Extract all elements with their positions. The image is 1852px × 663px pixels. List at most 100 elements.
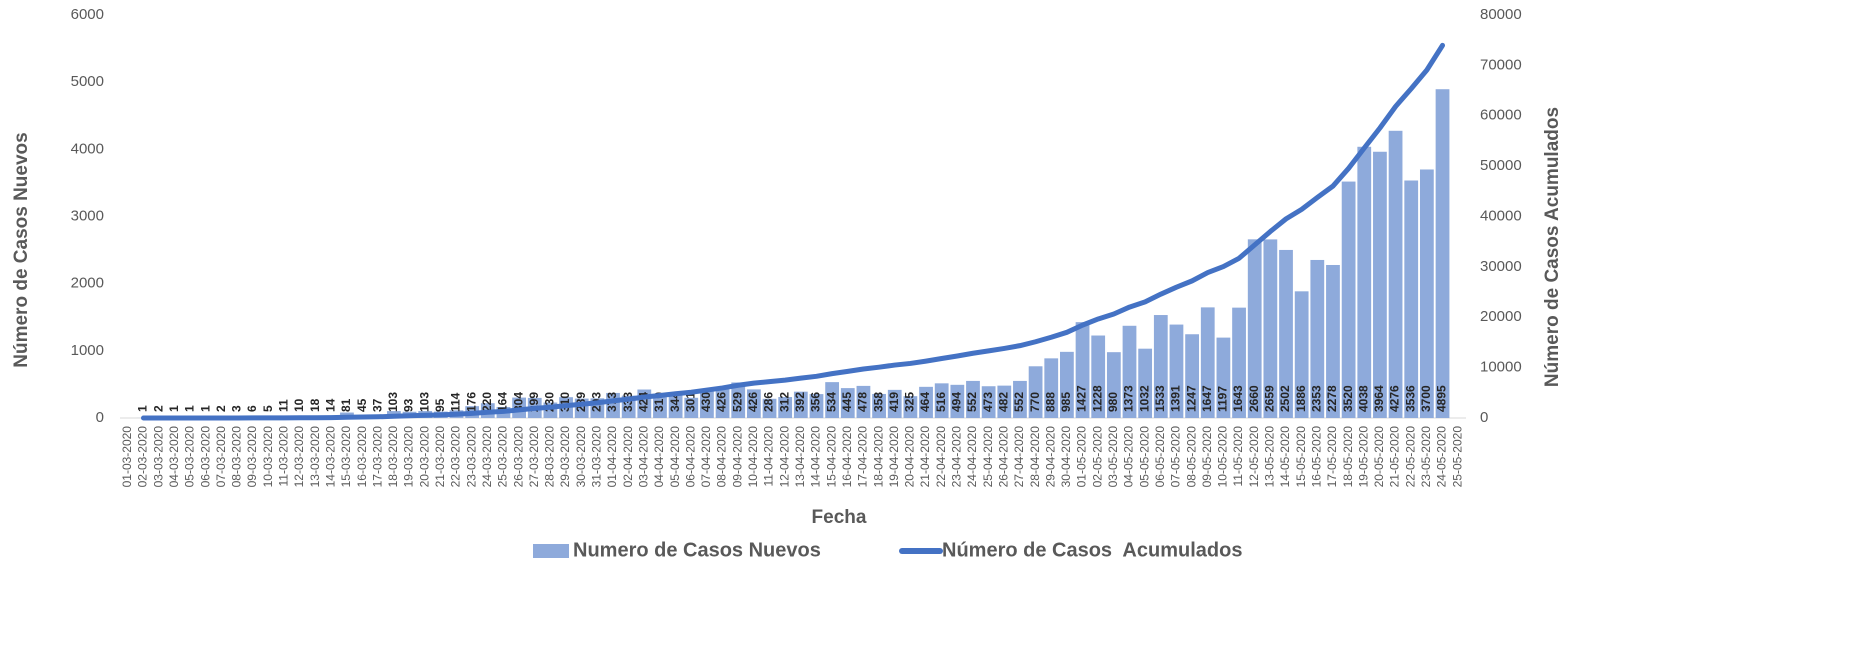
x-tick-label: 03-05-2020 [1106, 426, 1120, 488]
bar [1013, 380, 1027, 418]
x-tick-label: 25-04-2020 [981, 426, 995, 488]
data-label: 1 [198, 405, 212, 412]
data-label: 310 [558, 392, 572, 412]
data-label: 2659 [1263, 385, 1277, 412]
bar [1279, 249, 1293, 418]
x-tick-label: 23-03-2020 [464, 426, 478, 488]
x-tick-label: 14-04-2020 [809, 426, 823, 488]
x-tick-label: 17-05-2020 [1325, 426, 1339, 488]
x-tick-label: 25-03-2020 [496, 426, 510, 488]
data-label: 2 [214, 405, 228, 412]
x-tick-label: 22-04-2020 [934, 426, 948, 488]
data-label: 1373 [1122, 385, 1136, 412]
bar [1341, 181, 1356, 418]
x-tick-label: 26-03-2020 [511, 426, 525, 488]
y-tick-label: 6000 [71, 6, 104, 23]
x-tick-label: 26-04-2020 [996, 426, 1010, 488]
x-tick-label: 03-04-2020 [636, 426, 650, 488]
data-label: 445 [840, 392, 854, 412]
data-label: 1 [183, 405, 197, 412]
y-tick-label: 3000 [71, 207, 104, 224]
y-axis-title: Número de Casos Nuevos [11, 132, 32, 367]
x-tick-label: 08-04-2020 [715, 426, 729, 488]
bar [668, 394, 683, 418]
x-tick-label: 01-05-2020 [1075, 426, 1089, 488]
data-label: 5 [261, 405, 275, 412]
x-tick-label: 21-05-2020 [1388, 426, 1402, 488]
x-tick-label: 07-04-2020 [699, 426, 713, 488]
bar [653, 397, 667, 418]
x-tick-label: 11-04-2020 [762, 426, 776, 487]
data-label: 3520 [1341, 385, 1355, 412]
x-tick-label: 16-03-2020 [355, 426, 369, 488]
bar [934, 383, 949, 418]
x-tick-label: 14-03-2020 [323, 426, 337, 488]
x-tick-label: 22-03-2020 [449, 426, 463, 488]
x-tick-label: 23-04-2020 [950, 426, 964, 488]
x-tick-label: 19-04-2020 [887, 426, 901, 488]
data-label: 1391 [1169, 385, 1183, 412]
data-label: 478 [856, 392, 870, 412]
data-label: 176 [464, 392, 478, 412]
x-tick-label: 04-03-2020 [167, 426, 181, 488]
data-label: 6 [245, 405, 259, 412]
x-tick-label: 29-04-2020 [1043, 426, 1057, 488]
data-label: 356 [809, 392, 823, 412]
x-tick-label: 18-03-2020 [386, 426, 400, 488]
x-tick-label: 28-03-2020 [543, 426, 557, 488]
data-label: 325 [903, 392, 917, 412]
y-tick-label: 2000 [71, 275, 104, 292]
data-label: 1 [167, 405, 181, 412]
bar [856, 385, 871, 418]
x-tick-label: 27-04-2020 [1012, 426, 1026, 488]
data-label: 103 [417, 392, 431, 412]
bar [966, 380, 980, 418]
data-label: 358 [871, 392, 885, 412]
data-label: 534 [824, 392, 838, 412]
bar [1263, 239, 1278, 418]
y-tick-label: 4000 [71, 140, 104, 157]
x-tick-label: 05-05-2020 [1137, 426, 1151, 488]
x-tick-label: 10-03-2020 [261, 426, 275, 488]
x-tick-label: 15-05-2020 [1294, 426, 1308, 488]
x-tick-label: 02-04-2020 [621, 426, 635, 488]
x-tick-label: 16-05-2020 [1309, 426, 1323, 488]
data-label: 1427 [1075, 385, 1089, 412]
y2-axis-title: Número de Casos Acumulados [1542, 107, 1563, 387]
x-tick-label: 12-04-2020 [777, 426, 791, 488]
x-tick-label: 07-03-2020 [214, 426, 228, 488]
data-label: 286 [762, 392, 776, 412]
data-label: 2278 [1325, 385, 1339, 412]
x-tick-label: 18-05-2020 [1341, 426, 1355, 488]
bar [1169, 324, 1184, 418]
x-tick-label: 23-05-2020 [1419, 426, 1433, 488]
data-label: 2353 [1309, 385, 1323, 412]
x-tick-label: 01-03-2020 [120, 426, 134, 488]
x-tick-label: 28-04-2020 [1028, 426, 1042, 488]
data-label: 344 [668, 392, 682, 412]
bar [825, 382, 840, 418]
x-tick-label: 27-03-2020 [527, 426, 541, 488]
bar [1091, 335, 1106, 418]
x-tick-label: 08-05-2020 [1184, 426, 1198, 488]
data-label: 3964 [1372, 385, 1386, 412]
x-tick-label: 30-03-2020 [574, 426, 588, 488]
data-label: 1032 [1137, 385, 1151, 412]
data-label: 301 [683, 392, 697, 412]
x-tick-label: 02-03-2020 [136, 426, 150, 488]
data-label: 529 [730, 392, 744, 412]
bar [1122, 325, 1137, 418]
x-tick-label: 03-03-2020 [151, 426, 165, 488]
x-tick-label: 20-05-2020 [1372, 426, 1386, 488]
x-tick-label: 13-03-2020 [308, 426, 322, 488]
data-label: 985 [1059, 392, 1073, 412]
data-label: 93 [402, 398, 416, 412]
data-label: 464 [918, 392, 932, 412]
bar [1028, 366, 1043, 418]
data-label: 3536 [1403, 385, 1417, 412]
x-tick-label: 08-03-2020 [230, 426, 244, 488]
data-label: 4276 [1388, 385, 1402, 412]
bar [1294, 291, 1309, 418]
data-label: 103 [386, 392, 400, 412]
